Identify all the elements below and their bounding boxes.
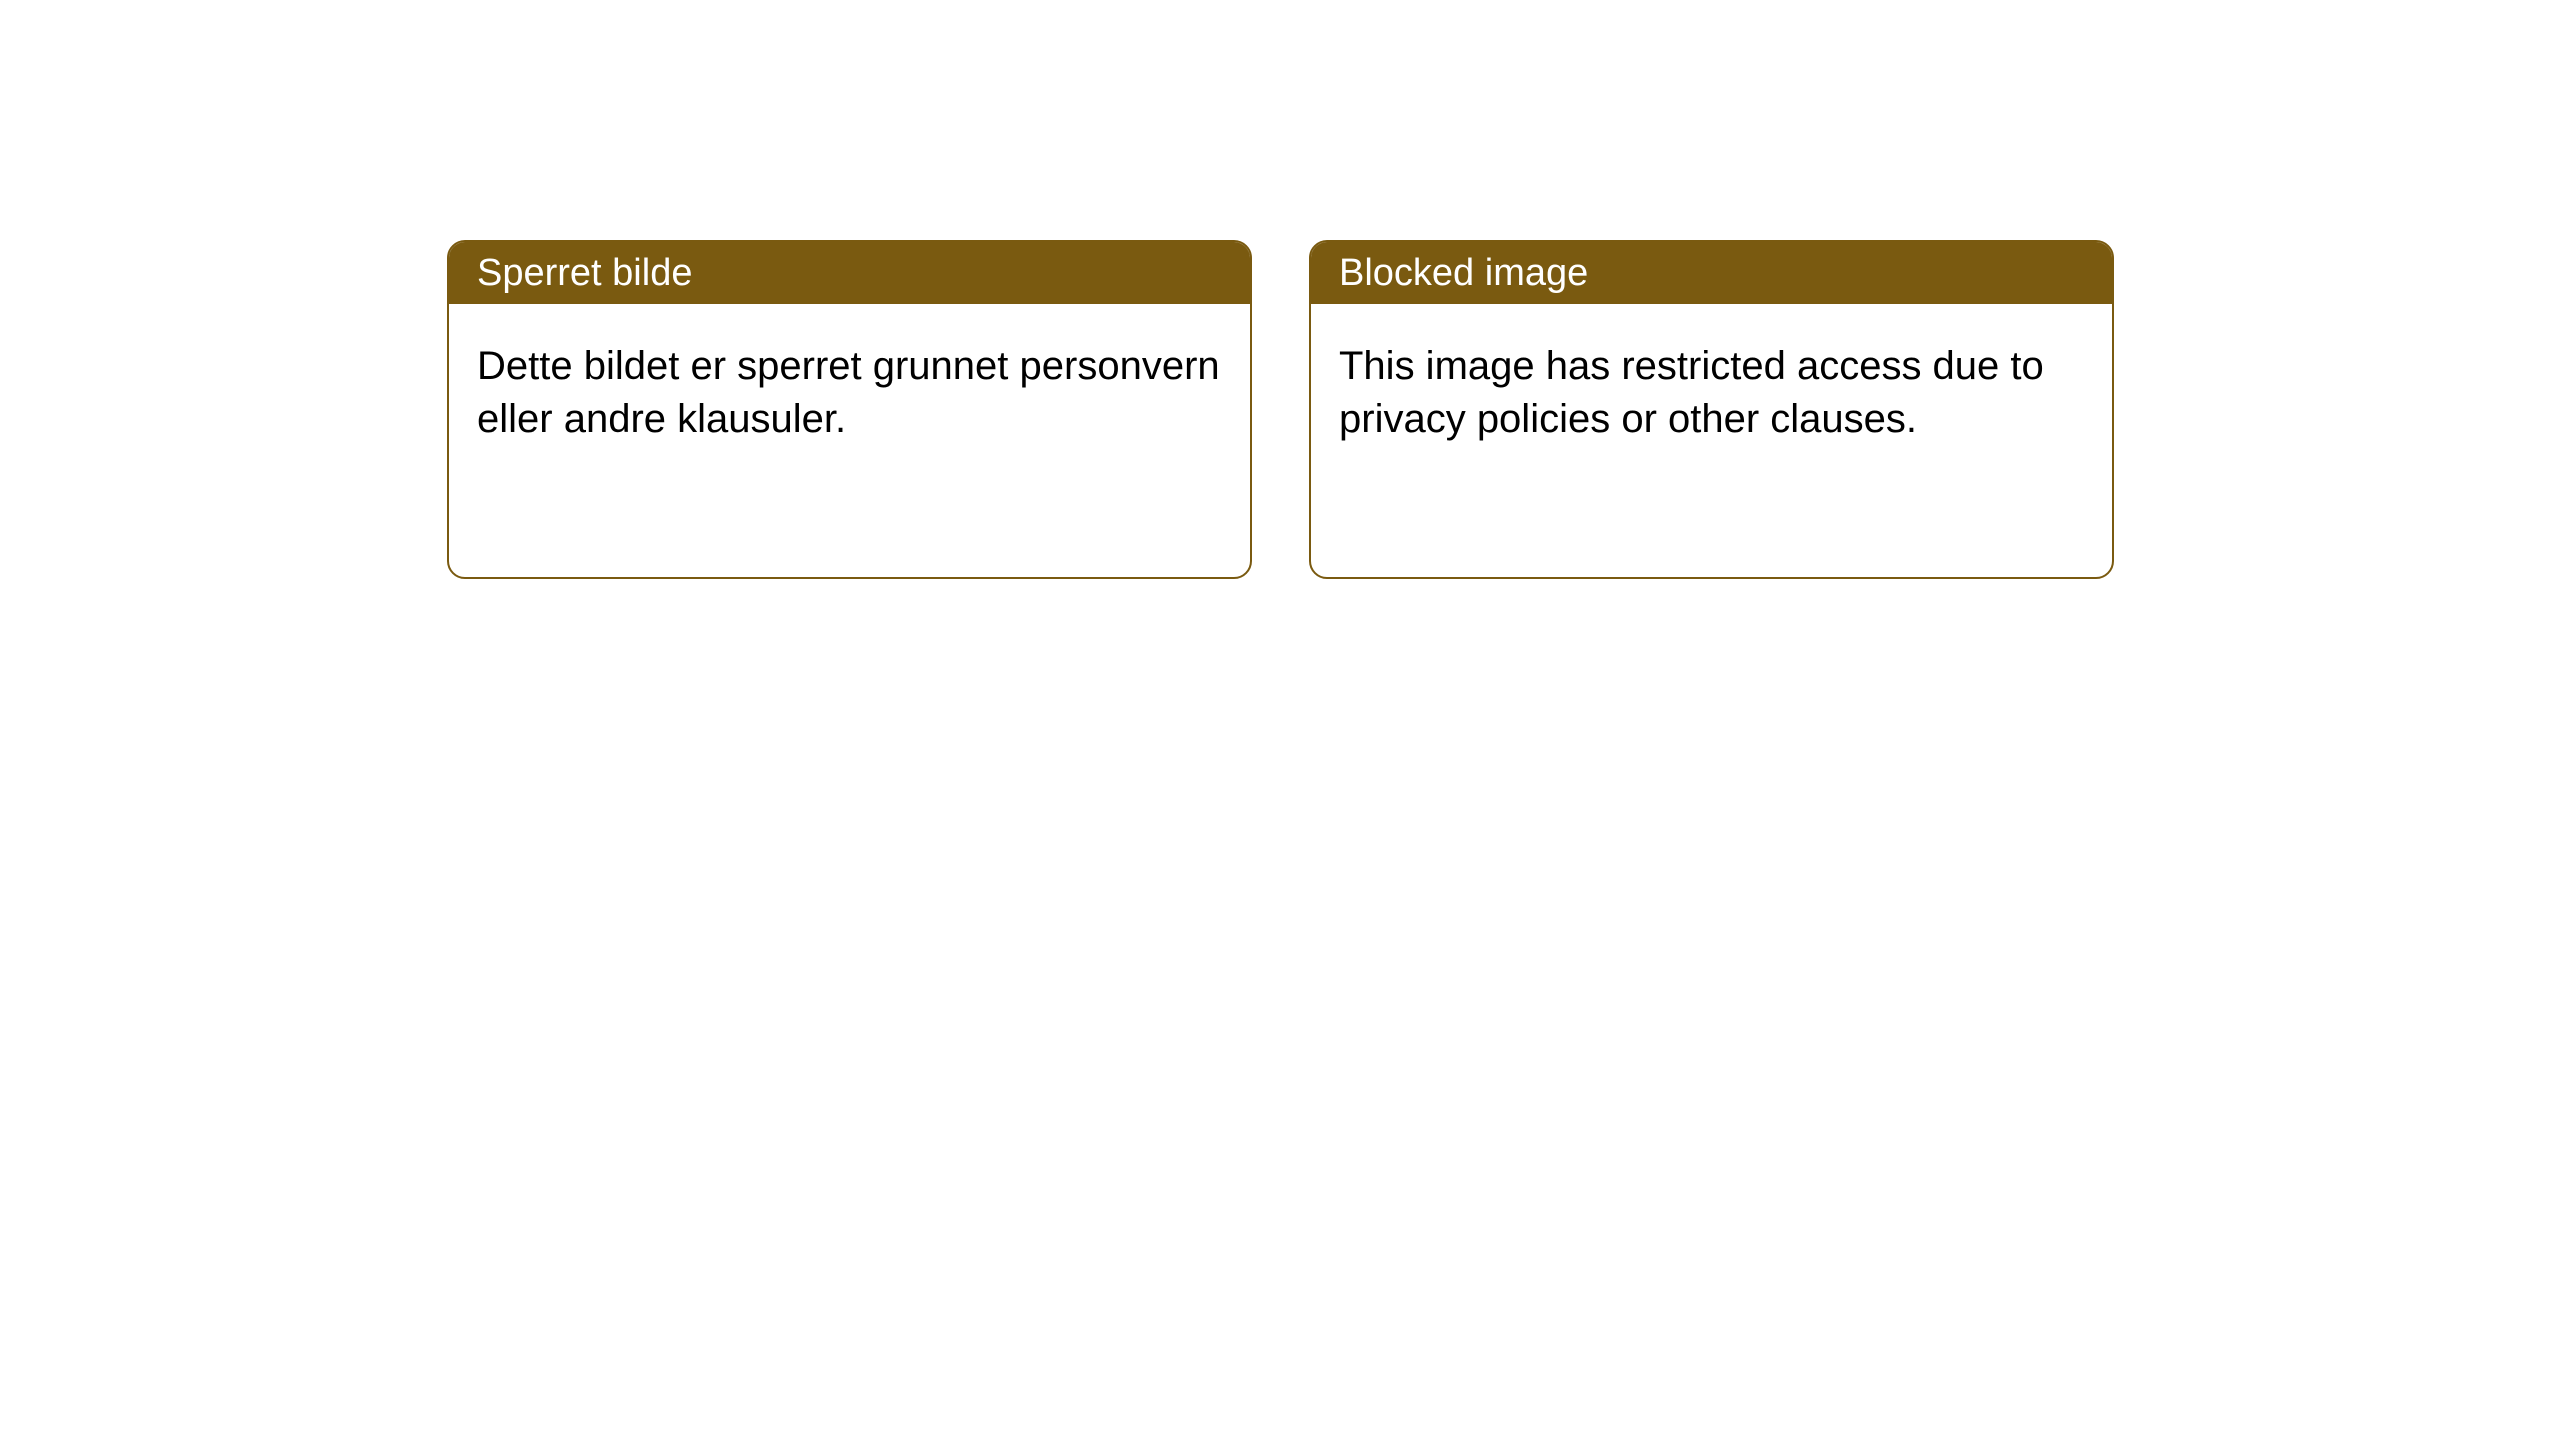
- card-message: Dette bildet er sperret grunnet personve…: [477, 344, 1220, 441]
- notice-card-english: Blocked image This image has restricted …: [1309, 240, 2114, 579]
- notice-card-norwegian: Sperret bilde Dette bildet er sperret gr…: [447, 240, 1252, 579]
- card-title: Sperret bilde: [477, 252, 692, 295]
- card-header: Blocked image: [1311, 242, 2112, 304]
- card-title: Blocked image: [1339, 252, 1588, 295]
- card-message: This image has restricted access due to …: [1339, 344, 2044, 441]
- card-header: Sperret bilde: [449, 242, 1250, 304]
- card-body: Dette bildet er sperret grunnet personve…: [449, 304, 1250, 482]
- card-body: This image has restricted access due to …: [1311, 304, 2112, 482]
- notice-cards-row: Sperret bilde Dette bildet er sperret gr…: [447, 240, 2114, 579]
